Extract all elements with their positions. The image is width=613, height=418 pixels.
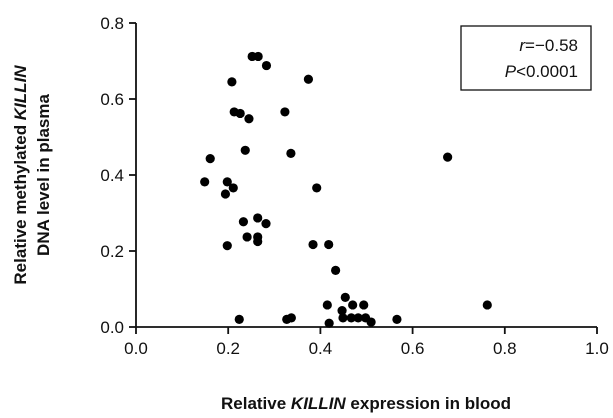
data-point bbox=[234, 314, 244, 324]
data-point bbox=[366, 317, 376, 327]
data-point bbox=[353, 313, 363, 323]
y-axis-ticks: 0.0 0.2 0.4 0.6 0.8 bbox=[100, 14, 136, 337]
data-point bbox=[253, 213, 263, 223]
data-point bbox=[261, 60, 272, 71]
annotation-p: P<0.0001 bbox=[505, 62, 578, 81]
data-point bbox=[222, 177, 232, 187]
y-tick-label: 0.6 bbox=[100, 90, 124, 109]
data-point bbox=[286, 313, 296, 323]
correlation-annotation: r=−0.58 P<0.0001 bbox=[460, 25, 592, 91]
y-axis-title-line1: Relative methylated KILLIN bbox=[11, 65, 30, 285]
x-tick-label: 1.0 bbox=[585, 339, 609, 358]
x-tick-label: 0.6 bbox=[401, 339, 425, 358]
data-point bbox=[227, 77, 237, 87]
data-point bbox=[348, 300, 358, 310]
x-axis-title: Relative KILLIN expression in blood bbox=[221, 394, 511, 413]
data-point bbox=[220, 189, 231, 199]
x-tick-label: 0.0 bbox=[124, 339, 148, 358]
x-tick-label: 0.2 bbox=[216, 339, 240, 358]
data-point bbox=[261, 219, 271, 229]
data-point bbox=[240, 145, 250, 155]
data-point bbox=[340, 292, 350, 302]
annotation-box bbox=[460, 25, 592, 91]
data-point bbox=[228, 183, 238, 193]
data-point bbox=[443, 152, 453, 162]
data-point bbox=[286, 148, 296, 158]
x-axis-ticks: 0.0 0.2 0.4 0.6 0.8 1.0 bbox=[124, 327, 609, 358]
data-point bbox=[253, 51, 263, 62]
data-point bbox=[324, 318, 334, 328]
data-point bbox=[392, 314, 402, 324]
data-point bbox=[253, 236, 263, 247]
annotation-r: r=−0.58 bbox=[519, 36, 578, 55]
data-point bbox=[242, 232, 252, 242]
data-point bbox=[200, 177, 210, 187]
data-point bbox=[331, 265, 341, 275]
data-point bbox=[222, 241, 232, 251]
data-point bbox=[205, 154, 215, 164]
y-axis-title-line2: DNA level in plasma bbox=[34, 94, 53, 256]
y-tick-label: 0.0 bbox=[100, 318, 124, 337]
y-tick-label: 0.4 bbox=[100, 166, 124, 185]
x-tick-label: 0.4 bbox=[309, 339, 333, 358]
data-point bbox=[338, 313, 348, 323]
data-point bbox=[322, 300, 332, 310]
data-point bbox=[235, 108, 245, 119]
y-tick-label: 0.8 bbox=[100, 14, 124, 33]
data-point bbox=[303, 74, 314, 84]
data-point bbox=[324, 239, 334, 250]
data-point bbox=[238, 217, 249, 227]
data-point bbox=[359, 300, 369, 310]
data-point bbox=[308, 239, 318, 250]
data-point bbox=[482, 300, 492, 310]
data-point bbox=[244, 114, 254, 124]
y-tick-label: 0.2 bbox=[100, 242, 124, 261]
data-points bbox=[200, 51, 492, 328]
x-tick-label: 0.8 bbox=[493, 339, 517, 358]
data-point bbox=[337, 306, 347, 316]
data-point bbox=[280, 107, 290, 117]
data-point bbox=[312, 183, 322, 193]
data-point bbox=[346, 313, 356, 323]
